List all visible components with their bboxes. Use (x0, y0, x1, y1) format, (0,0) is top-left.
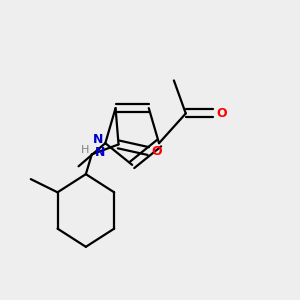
Text: O: O (216, 107, 227, 120)
Text: N: N (95, 146, 105, 159)
Text: H: H (80, 146, 89, 155)
Text: O: O (152, 145, 163, 158)
Text: N: N (93, 134, 103, 146)
